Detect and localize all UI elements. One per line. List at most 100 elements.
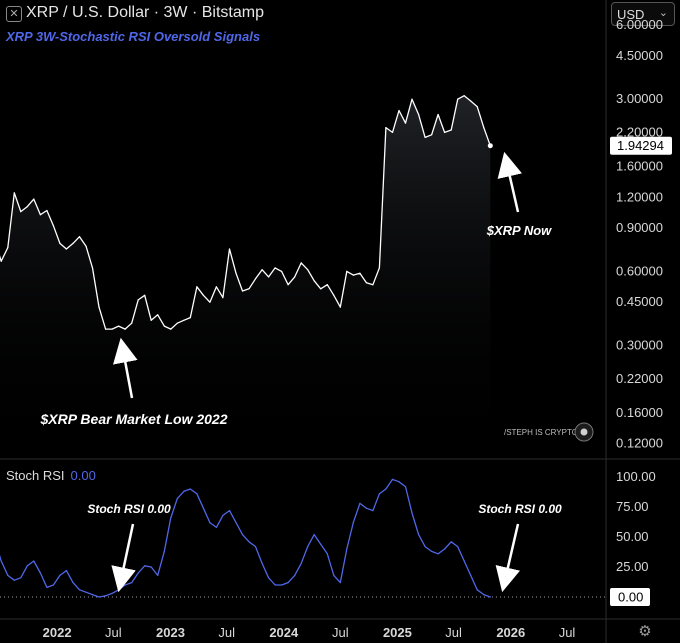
- price-point: [378, 267, 380, 269]
- price-point: [339, 306, 341, 308]
- rsi-point: [365, 507, 367, 509]
- price-point: [52, 225, 55, 227]
- price-point: [78, 236, 81, 238]
- rsi-point: [105, 595, 107, 597]
- rsi-point: [281, 584, 283, 586]
- price-point: [287, 284, 289, 286]
- annotation-rsi-left: Stoch RSI 0.00: [87, 502, 171, 516]
- rsi-point: [404, 486, 407, 488]
- price-axis-tick-label: 4.50000: [616, 48, 663, 63]
- time-axis-tick-label: 2024: [269, 625, 299, 640]
- rsi-point: [137, 572, 139, 574]
- price-point: [98, 306, 100, 308]
- price-point: [26, 206, 28, 208]
- price-point: [118, 325, 120, 327]
- price-point: [365, 282, 367, 284]
- price-point: [85, 245, 87, 247]
- rsi-point: [274, 584, 276, 586]
- rsi-last-label: 0.00: [618, 590, 643, 605]
- price-point: [431, 134, 433, 136]
- price-last-dot: [487, 143, 493, 149]
- price-point: [183, 319, 185, 321]
- rsi-point: [313, 534, 315, 536]
- price-point: [352, 274, 354, 276]
- rsi-point: [320, 543, 322, 545]
- rsi-point: [91, 594, 94, 596]
- rsi-point: [450, 541, 452, 543]
- price-point: [307, 269, 309, 271]
- rsi-point: [39, 572, 42, 574]
- currency-label: USD: [617, 7, 645, 22]
- rsi-legend-title: Stoch RSI: [6, 468, 65, 483]
- price-axis-tick-label: 0.30000: [616, 338, 663, 353]
- rsi-point: [431, 550, 433, 553]
- rsi-point: [352, 522, 354, 524]
- rsi-point: [189, 488, 191, 490]
- price-axis-tick-label: 2.20000: [616, 124, 663, 139]
- price-point: [170, 328, 172, 330]
- price-point: [476, 106, 478, 108]
- rsi-point: [346, 548, 348, 550]
- price-point: [137, 299, 139, 301]
- price-point: [39, 214, 42, 216]
- price-point: [483, 127, 485, 129]
- annotation-bear-low: $XRP Bear Market Low 2022: [39, 411, 227, 427]
- price-point: [196, 286, 198, 288]
- rsi-point: [294, 574, 296, 577]
- time-axis-tick-label: 2026: [496, 625, 525, 640]
- settings-icon[interactable]: ⚙: [638, 623, 652, 640]
- rsi-point: [268, 577, 270, 579]
- currency-select[interactable]: USD ⌄: [611, 2, 675, 26]
- last-price-label: 1.94294: [617, 138, 664, 153]
- rsi-series-line: [0, 478, 491, 598]
- chart-header: ✕ XRP / U.S. Dollar · 3W · Bitstamp XRP …: [0, 0, 600, 58]
- rsi-point: [183, 490, 185, 492]
- rsi-point: [418, 534, 420, 536]
- rsi-point: [13, 579, 15, 581]
- rsi-point: [254, 546, 257, 548]
- rsi-point: [150, 566, 152, 568]
- rsi-point: [144, 565, 146, 567]
- rsi-point: [78, 589, 81, 591]
- rsi-last-badge: [610, 588, 650, 606]
- rsi-point: [261, 562, 263, 565]
- rsi-point: [235, 522, 237, 524]
- symbol-title[interactable]: XRP / U.S. Dollar · 3W · Bitstamp: [26, 4, 264, 21]
- price-point: [470, 100, 472, 102]
- price-axis-tick-label: 0.45000: [616, 294, 663, 309]
- rsi-point: [131, 582, 133, 584]
- rsi-point: [437, 553, 439, 555]
- time-axis-tick-label: Jul: [218, 625, 235, 640]
- rsi-point: [228, 510, 231, 512]
- rsi-point: [241, 534, 244, 536]
- rsi-point: [300, 562, 302, 565]
- rsi-axis-tick-label: 100.00: [616, 469, 656, 484]
- price-point: [437, 113, 439, 116]
- close-icon[interactable]: ✕: [6, 6, 22, 22]
- time-axis-tick-label: Jul: [445, 625, 462, 640]
- price-point: [457, 98, 459, 100]
- price-axis-tick-label: 1.60000: [616, 159, 663, 174]
- bear-low-arrow: [113, 337, 138, 399]
- rsi-legend[interactable]: Stoch RSI 0.00: [6, 468, 96, 483]
- price-point: [209, 301, 211, 303]
- time-axis-tick-label: Jul: [559, 625, 576, 640]
- price-point: [320, 288, 322, 290]
- price-point: [7, 247, 9, 249]
- price-point: [333, 294, 335, 296]
- price-point: [372, 284, 374, 286]
- price-point: [20, 211, 22, 213]
- rsi-point: [333, 574, 335, 577]
- rsi-point: [411, 512, 413, 514]
- price-axis-tick-label: 0.60000: [616, 263, 663, 278]
- price-point: [463, 95, 465, 97]
- rsi-point: [111, 592, 113, 595]
- price-point: [294, 276, 296, 278]
- annotation-layer: $XRP Now $XRP Bear Market Low 2022 Stoch R…: [39, 151, 594, 593]
- rsi-point: [424, 546, 426, 548]
- price-area-fill: [0, 95, 491, 458]
- annotation-now: $XRP Now: [486, 223, 552, 238]
- rsi-point: [222, 514, 224, 517]
